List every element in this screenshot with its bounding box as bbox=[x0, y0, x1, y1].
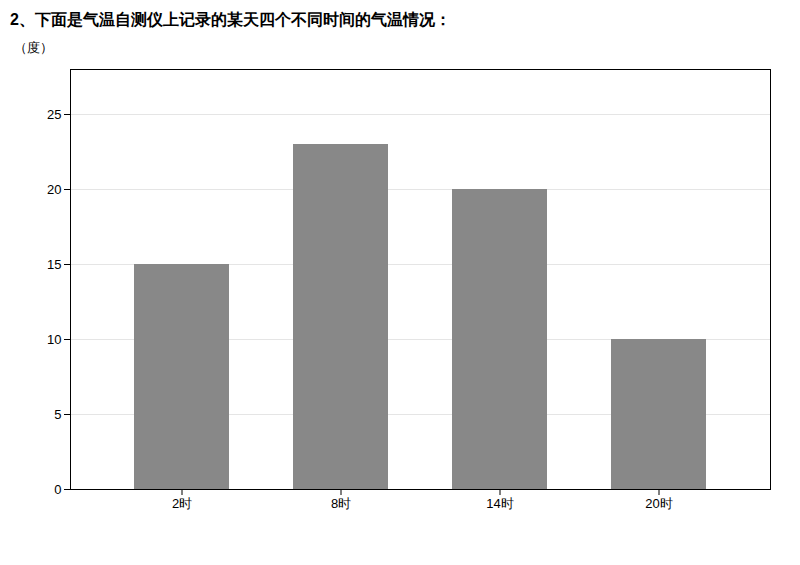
svg-text:20: 20 bbox=[47, 181, 61, 196]
svg-text:5: 5 bbox=[54, 406, 61, 421]
svg-text:25: 25 bbox=[47, 106, 61, 121]
svg-text:20时: 20时 bbox=[645, 496, 672, 511]
svg-text:8时: 8时 bbox=[331, 496, 351, 511]
svg-text:15: 15 bbox=[47, 256, 61, 271]
svg-text:2时: 2时 bbox=[172, 496, 192, 511]
svg-text:10: 10 bbox=[47, 331, 61, 346]
svg-text:0: 0 bbox=[54, 481, 61, 496]
svg-text:14时: 14时 bbox=[486, 496, 513, 511]
html-text:2、下面是气温自测仪上记录的某天四个不同时间的气温情况：: 2、下面是气温自测仪上记录的某天四个不同时间的气温情况： bbox=[10, 11, 451, 28]
svg-text:（度）: （度） bbox=[14, 40, 53, 55]
